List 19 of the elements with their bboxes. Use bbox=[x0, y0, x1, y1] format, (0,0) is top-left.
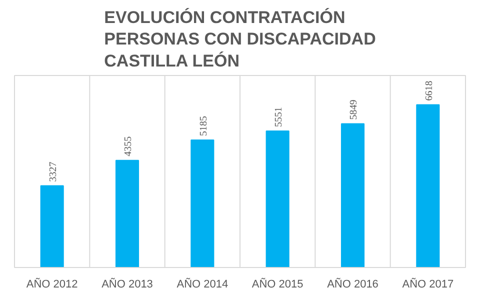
bar bbox=[115, 160, 140, 268]
data-label: 5849 bbox=[348, 100, 360, 120]
x-tick-label: AÑO 2014 bbox=[176, 278, 228, 290]
x-tick-label: AÑO 2015 bbox=[252, 278, 304, 290]
x-tick-label: AÑO 2012 bbox=[26, 278, 78, 290]
bar bbox=[40, 185, 64, 268]
bar bbox=[416, 104, 440, 268]
bar bbox=[266, 130, 290, 268]
data-label: 4355 bbox=[123, 136, 134, 156]
x-tick-label: AÑO 2016 bbox=[327, 278, 378, 290]
bar bbox=[340, 123, 365, 268]
bar bbox=[190, 140, 214, 268]
data-label: 6618 bbox=[424, 80, 435, 101]
data-label: 3327 bbox=[48, 162, 60, 182]
chart-title: EVOLUCIÓN CONTRATACIÓN PERSONAS CON DISCAPACIDAD CASTILLA LEÓN bbox=[104, 6, 376, 70]
data-label: 5185 bbox=[198, 116, 210, 136]
data-label: 5551 bbox=[274, 107, 285, 128]
x-tick-label: AÑO 2013 bbox=[102, 278, 153, 290]
x-tick-label: AÑO 2017 bbox=[402, 278, 454, 290]
